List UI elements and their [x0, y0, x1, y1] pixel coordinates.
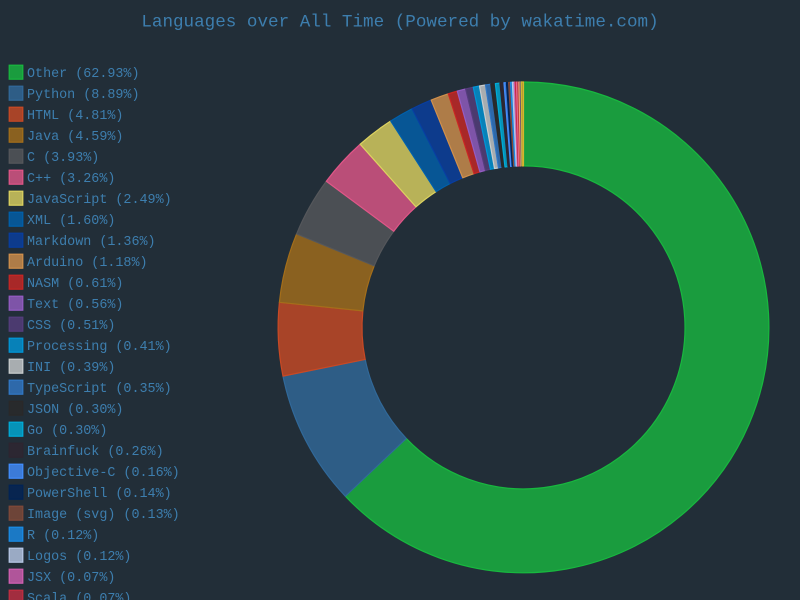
svg-text:NASM (0.61%): NASM (0.61%) [27, 277, 123, 292]
svg-text:JSX (0.07%): JSX (0.07%) [27, 571, 115, 586]
svg-text:Brainfuck (0.26%): Brainfuck (0.26%) [27, 445, 164, 460]
svg-text:Text (0.56%): Text (0.56%) [27, 298, 123, 313]
svg-text:C (3.93%): C (3.93%) [27, 151, 99, 166]
svg-text:R (0.12%): R (0.12%) [27, 529, 99, 544]
svg-text:Go (0.30%): Go (0.30%) [27, 424, 107, 439]
svg-text:Languages over All Time (Power: Languages over All Time (Powered by waka… [141, 13, 658, 33]
svg-text:Processing (0.41%): Processing (0.41%) [27, 340, 172, 355]
svg-text:Scala (0.07%): Scala (0.07%) [27, 592, 131, 600]
svg-text:JavaScript (2.49%): JavaScript (2.49%) [27, 193, 172, 208]
svg-text:XML (1.60%): XML (1.60%) [27, 214, 115, 229]
svg-text:HTML (4.81%): HTML (4.81%) [27, 109, 123, 124]
svg-text:Python (8.89%): Python (8.89%) [27, 88, 140, 103]
svg-text:CSS (0.51%): CSS (0.51%) [27, 319, 115, 334]
svg-text:C++ (3.26%): C++ (3.26%) [27, 172, 115, 187]
svg-text:TypeScript (0.35%): TypeScript (0.35%) [27, 382, 172, 397]
svg-text:Objective-C (0.16%): Objective-C (0.16%) [27, 466, 180, 481]
svg-text:Image (svg) (0.13%): Image (svg) (0.13%) [27, 508, 180, 523]
svg-text:Other (62.93%): Other (62.93%) [27, 67, 140, 82]
svg-text:PowerShell (0.14%): PowerShell (0.14%) [27, 487, 172, 502]
svg-text:Markdown (1.36%): Markdown (1.36%) [27, 235, 156, 250]
svg-text:Logos (0.12%): Logos (0.12%) [27, 550, 131, 565]
svg-text:JSON (0.30%): JSON (0.30%) [27, 403, 123, 418]
svg-text:Arduino (1.18%): Arduino (1.18%) [27, 256, 148, 271]
svg-text:INI (0.39%): INI (0.39%) [27, 361, 115, 376]
svg-text:Java (4.59%): Java (4.59%) [27, 130, 123, 145]
